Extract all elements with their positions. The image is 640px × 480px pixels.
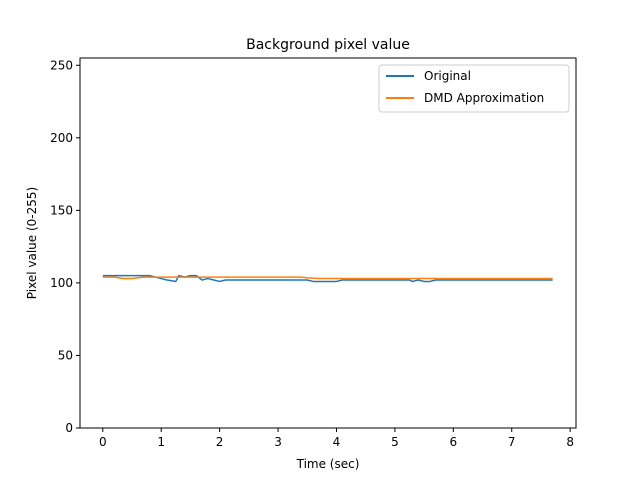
legend-label-dmd-approximation: DMD Approximation <box>424 91 544 105</box>
plot-area <box>102 274 553 283</box>
y-tick-label: 100 <box>50 276 73 290</box>
x-tick-label: 0 <box>99 435 107 449</box>
x-axis-label: Time (sec) <box>296 457 360 471</box>
legend-label-original: Original <box>424 69 471 83</box>
x-tick-label: 3 <box>274 435 282 449</box>
x-tick-label: 8 <box>566 435 574 449</box>
x-tick-label: 6 <box>449 435 457 449</box>
legend: Original DMD Approximation <box>378 64 570 113</box>
chart-title: Background pixel value <box>246 37 410 53</box>
y-tick-label: 200 <box>50 131 73 145</box>
y-tick-label: 150 <box>50 203 73 217</box>
legend-box <box>378 64 570 113</box>
y-tick-label: 250 <box>50 58 73 72</box>
y-axis-label: Pixel value (0-255) <box>25 187 39 299</box>
y-tick-label: 0 <box>65 421 73 435</box>
y-tick-label: 50 <box>58 348 73 362</box>
y-axis: 0 50 100 150 200 250 <box>50 58 80 435</box>
x-tick-label: 2 <box>216 435 224 449</box>
plot-frame <box>79 57 577 429</box>
x-axis: 0 1 2 3 4 5 6 7 8 <box>99 428 574 449</box>
x-tick-label: 7 <box>508 435 516 449</box>
series-line-original <box>102 274 553 283</box>
x-tick-label: 1 <box>157 435 165 449</box>
x-tick-label: 5 <box>391 435 399 449</box>
series-line-dmd-approximation <box>102 276 553 280</box>
x-tick-label: 4 <box>333 435 341 449</box>
